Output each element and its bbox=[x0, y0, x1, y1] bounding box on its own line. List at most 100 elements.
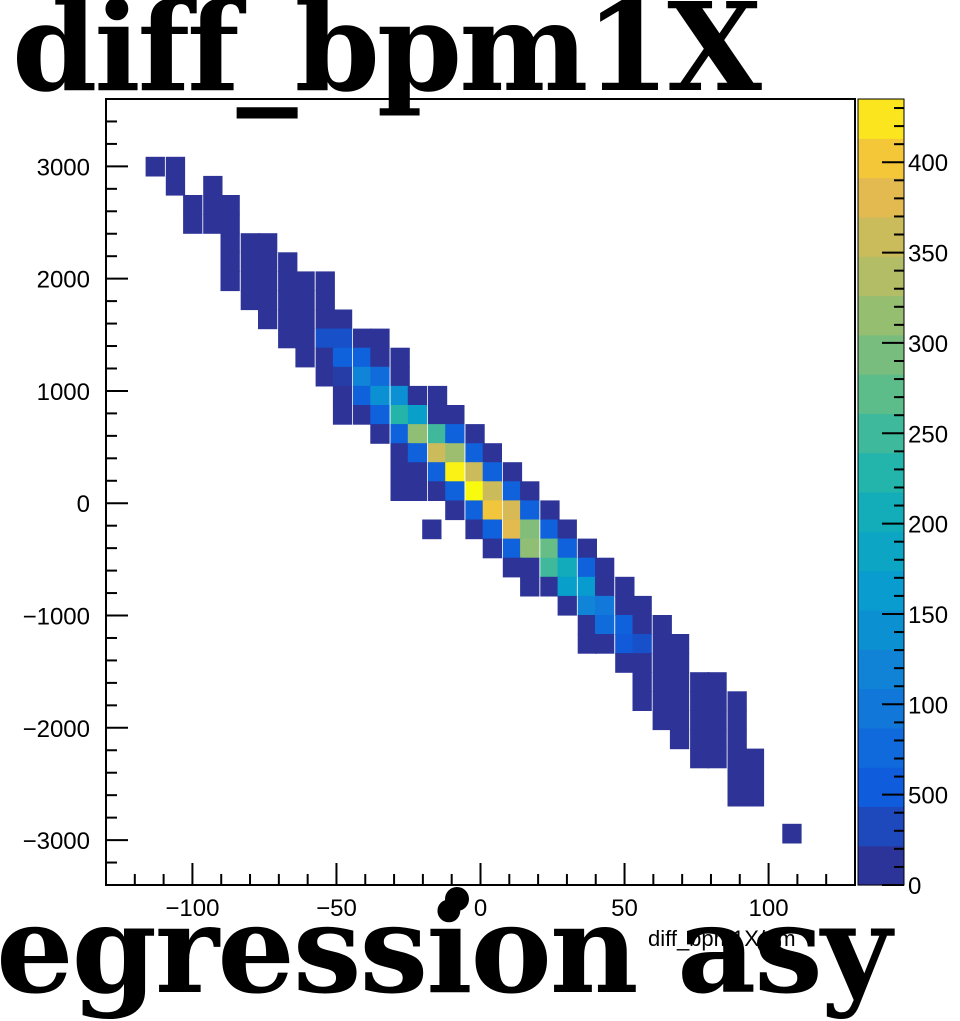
heatmap-cell bbox=[407, 385, 428, 406]
colorbar-band bbox=[858, 374, 904, 414]
heatmap-cell bbox=[165, 175, 186, 196]
heatmap-cell bbox=[258, 290, 278, 311]
heatmap-cell bbox=[557, 595, 577, 616]
heatmap-cell bbox=[220, 233, 240, 253]
heatmap-cell bbox=[615, 595, 635, 616]
heatmap-cell bbox=[540, 500, 560, 521]
colorbar-band bbox=[858, 570, 904, 611]
heatmap-cell bbox=[632, 634, 652, 654]
colorbar-band bbox=[858, 99, 904, 139]
heatmap-cell bbox=[203, 214, 223, 234]
heatmap-cell bbox=[744, 767, 765, 788]
heatmap-cell bbox=[465, 481, 485, 501]
colorbar-band bbox=[858, 452, 904, 493]
heatmap-cell bbox=[465, 443, 485, 463]
colorbar-band bbox=[858, 845, 904, 886]
heatmap-cell bbox=[407, 481, 428, 501]
heatmap-cell bbox=[390, 481, 410, 501]
heatmap-cell bbox=[353, 347, 373, 368]
heatmap-cell bbox=[782, 823, 802, 844]
heatmap-cell bbox=[577, 595, 597, 616]
heatmap-cell bbox=[707, 691, 727, 711]
heatmap-cell bbox=[445, 462, 465, 482]
y-axis-ticks: −3000 −2000 −1000 0 1000 2000 3000 bbox=[23, 98, 128, 886]
heatmap-cell bbox=[465, 424, 485, 444]
heatmap-cell bbox=[595, 615, 615, 635]
heatmap-cell bbox=[707, 710, 727, 731]
heatmap-cell bbox=[315, 328, 335, 349]
heatmap-cell bbox=[727, 710, 747, 731]
heatmap-cell bbox=[707, 729, 727, 750]
heatmap-cell bbox=[203, 175, 223, 196]
heatmap-cell bbox=[632, 691, 652, 711]
heatmap-cell bbox=[690, 748, 710, 769]
y-tick-label: −2000 bbox=[23, 716, 90, 743]
heatmap-cell bbox=[669, 634, 690, 654]
heatmap-cell bbox=[669, 729, 690, 750]
heatmap-cell bbox=[445, 500, 465, 521]
colorbar-tick-label: 500 bbox=[908, 783, 948, 810]
heatmap-cell bbox=[332, 347, 353, 368]
heatmap-cell bbox=[427, 462, 448, 482]
y-tick-label: 1000 bbox=[37, 379, 90, 406]
heatmap-cell bbox=[370, 366, 390, 387]
heatmap-cell bbox=[690, 691, 710, 711]
heatmap-cell bbox=[220, 214, 240, 234]
chart-canvas: −100 −50 0 50 100 −3000 −2000 −1000 0 1000 2000 30… bbox=[0, 0, 948, 1010]
heatmap-cell bbox=[295, 290, 315, 311]
marker-dot bbox=[445, 887, 469, 911]
heatmap-cell bbox=[540, 557, 560, 578]
heatmap-cell bbox=[727, 729, 747, 750]
heatmap-cell bbox=[577, 576, 597, 597]
heatmap-cell bbox=[278, 309, 298, 330]
heatmap-cell bbox=[240, 233, 260, 253]
heatmap-cell bbox=[315, 347, 335, 368]
x-tick-label: 0 bbox=[474, 895, 487, 922]
heatmap-cell bbox=[595, 634, 615, 654]
heatmap-cell bbox=[669, 653, 690, 673]
heatmap-cell bbox=[332, 328, 353, 349]
heatmap-cell bbox=[332, 405, 353, 425]
heatmap-cell bbox=[295, 347, 315, 368]
heatmap-cell bbox=[520, 576, 540, 597]
heatmap-cell bbox=[390, 405, 410, 425]
heatmap-cell bbox=[615, 653, 635, 673]
heatmap-cell bbox=[632, 595, 652, 616]
colorbar-band bbox=[858, 492, 904, 532]
heatmap-cell bbox=[557, 538, 577, 559]
heatmap-cell bbox=[577, 615, 597, 635]
colorbar-band bbox=[858, 727, 904, 768]
heatmap-cell bbox=[390, 443, 410, 463]
heatmap-cell bbox=[390, 366, 410, 387]
colorbar-band bbox=[858, 295, 904, 336]
heatmap-cell bbox=[370, 405, 390, 425]
heatmap-cell bbox=[370, 347, 390, 368]
heatmap-cell bbox=[465, 500, 485, 521]
heatmap-cell bbox=[520, 557, 540, 578]
heatmap-cell bbox=[278, 328, 298, 349]
heatmap-cell bbox=[427, 443, 448, 463]
heatmap-cell bbox=[390, 347, 410, 368]
y-tick-label: 3000 bbox=[37, 154, 90, 181]
heatmap-cell bbox=[465, 519, 485, 540]
y-tick-label: 2000 bbox=[37, 267, 90, 294]
heatmap-cell bbox=[390, 424, 410, 444]
heatmap-cell bbox=[632, 615, 652, 635]
heatmap-cell bbox=[520, 538, 540, 559]
chart-title: diff_bpm1X bbox=[12, 0, 762, 119]
heatmap-cell bbox=[407, 405, 428, 425]
heatmap-cell bbox=[258, 252, 278, 272]
heatmap-cell bbox=[240, 271, 260, 292]
colorbar-tick-label: 300 bbox=[908, 331, 948, 358]
heatmap-cell bbox=[332, 366, 353, 387]
heatmap-cell bbox=[370, 385, 390, 406]
heatmap-cell bbox=[445, 481, 465, 501]
heatmap-cell bbox=[595, 595, 615, 616]
heatmap-cell bbox=[482, 519, 502, 540]
heatmap-cell bbox=[652, 653, 672, 673]
heatmap-cell bbox=[577, 538, 597, 559]
heatmap-cell bbox=[707, 748, 727, 769]
heatmap-cell bbox=[482, 500, 502, 521]
heatmap-cell bbox=[258, 233, 278, 253]
x-tick-label: −50 bbox=[316, 895, 357, 922]
